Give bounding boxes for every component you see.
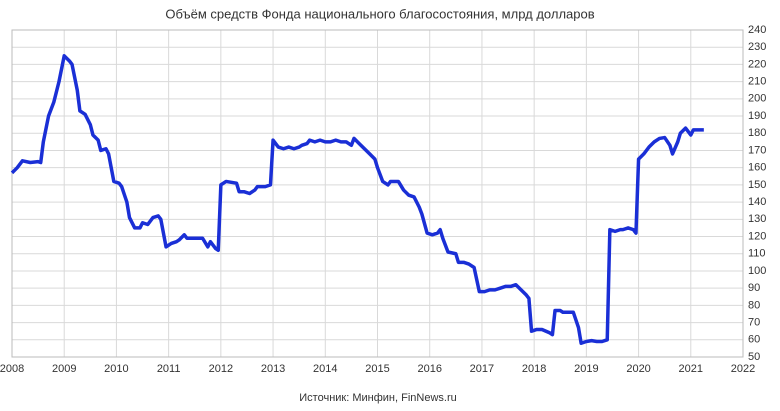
x-tick-label: 2015 [365,363,389,375]
y-tick-label: 90 [748,282,760,294]
y-tick-label: 230 [748,41,766,53]
x-tick-label: 2018 [522,363,546,375]
y-tick-label: 110 [748,248,766,260]
y-tick-label: 60 [748,334,760,346]
x-tick-label: 2012 [209,363,233,375]
x-tick-label: 2014 [313,363,337,375]
y-tick-label: 190 [748,110,766,122]
x-tick-label: 2022 [731,363,755,375]
y-tick-label: 220 [748,58,766,70]
source: Источник: Минфин, FinNews.ru [299,392,456,404]
x-tick-label: 2019 [574,363,598,375]
y-tick-label: 130 [748,213,766,225]
y-tick-label: 170 [748,144,766,156]
y-tick-label: 200 [748,93,766,105]
plot-border [11,29,744,358]
y-tick-label: 120 [748,230,766,242]
chart-title: Объём средств Фонда национального благос… [165,6,594,21]
y-tick-label: 180 [748,127,766,139]
x-tick-label: 2021 [679,363,703,375]
x-tick-label: 2009 [52,363,76,375]
y-tick-label: 210 [748,76,766,88]
x-tick-label: 2008 [0,363,24,375]
y-tick-label: 160 [748,162,766,174]
line [10,54,704,345]
x-tick-label: 2017 [470,363,494,375]
x-tick-label: 2016 [417,363,441,375]
y-tick-label: 150 [748,179,766,191]
y-tick-label: 70 [748,316,760,328]
x-tick-label: 2011 [157,363,181,375]
x-tick-label: 2020 [626,363,650,375]
y-tick-label: 50 [748,351,760,363]
x-tick-label: 2013 [261,363,285,375]
y-tick-label: 240 [748,24,766,36]
x-tick-label: 2010 [104,363,128,375]
y-tick-label: 80 [748,299,760,311]
y-tick-label: 140 [748,196,766,208]
y-tick-label: 100 [748,265,766,277]
